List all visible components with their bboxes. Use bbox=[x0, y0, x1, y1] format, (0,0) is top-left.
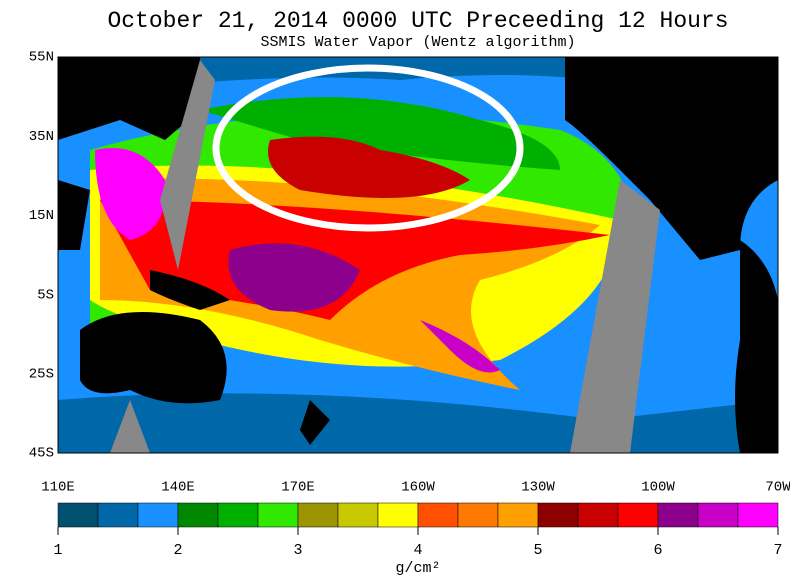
colorbar-cell bbox=[657, 502, 699, 528]
colorbar-tick-label: 7 bbox=[773, 542, 782, 559]
colorbar-cell bbox=[57, 502, 99, 528]
lat-label: 55N bbox=[29, 50, 54, 66]
lat-label: 15N bbox=[29, 208, 54, 224]
subtitle: SSMIS Water Vapor (Wentz algorithm) bbox=[260, 34, 575, 51]
colorbar-unit: g/cm² bbox=[395, 560, 440, 577]
colorbar-cell bbox=[417, 502, 459, 528]
lat-label: 5S bbox=[37, 287, 54, 303]
colorbar-tick-label: 6 bbox=[653, 542, 662, 559]
colorbar-cell bbox=[577, 502, 619, 528]
colorbar-cell bbox=[457, 502, 499, 528]
colorbar-tick-label: 2 bbox=[173, 542, 182, 559]
colorbar-cell bbox=[217, 502, 259, 528]
colorbar-cell bbox=[617, 502, 659, 528]
colorbar-cell bbox=[257, 502, 299, 528]
lon-label: 110E bbox=[41, 480, 75, 496]
colorbar-cell bbox=[137, 502, 179, 528]
lat-label: 25S bbox=[29, 367, 54, 383]
lon-label: 100W bbox=[641, 480, 675, 496]
colorbar-cell bbox=[177, 502, 219, 528]
lon-label: 130W bbox=[521, 480, 555, 496]
colorbar-cell bbox=[337, 502, 379, 528]
lon-label: 160W bbox=[401, 480, 435, 496]
lon-label: 140E bbox=[161, 480, 195, 496]
colorbar-tick-label: 5 bbox=[533, 542, 542, 559]
lat-label: 35N bbox=[29, 129, 54, 145]
lat-label: 45S bbox=[29, 446, 54, 462]
colorbar-tick-label: 4 bbox=[413, 542, 422, 559]
colorbar-cell bbox=[97, 502, 139, 528]
lon-label: 170E bbox=[281, 480, 315, 496]
colorbar-tick-label: 3 bbox=[293, 542, 302, 559]
lon-label: 70W bbox=[765, 480, 790, 496]
map-frame bbox=[57, 56, 779, 454]
colorbar-tick-label: 1 bbox=[53, 542, 62, 559]
colorbar-cell bbox=[697, 502, 739, 528]
title: October 21, 2014 0000 UTC Preceeding 12 … bbox=[107, 8, 728, 34]
colorbar-cell bbox=[297, 502, 339, 528]
map bbox=[58, 57, 778, 453]
colorbar-cell bbox=[497, 502, 539, 528]
colorbar-cell bbox=[377, 502, 419, 528]
colorbar-cell bbox=[737, 502, 779, 528]
colorbar-cell bbox=[537, 502, 579, 528]
